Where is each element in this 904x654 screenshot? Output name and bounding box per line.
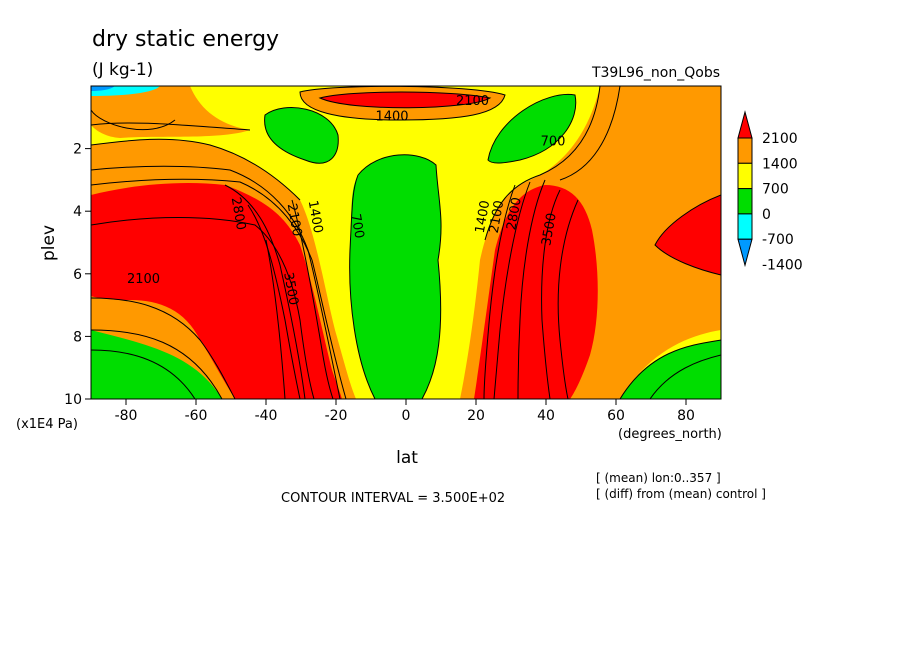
y-tick-label: 2: [73, 142, 82, 158]
band-red-right: [474, 185, 598, 399]
y-axis-label: plev: [39, 225, 59, 261]
band-blue: [91, 86, 115, 91]
contour-label: 700: [541, 134, 566, 149]
band-red-right-edge: [655, 195, 721, 275]
contour-label: 1400: [375, 109, 408, 124]
contour-label: 2100: [284, 202, 305, 237]
y-tick-label: 6: [73, 267, 82, 283]
colorbar-label: 0: [762, 207, 771, 223]
band-red-left: [91, 183, 342, 399]
colorbar-swatch: [737, 137, 753, 164]
colorbar-label: 2100: [762, 131, 798, 147]
x-tick-label: 40: [537, 408, 555, 424]
colorbar-label: -700: [762, 232, 794, 248]
x-tick-label: -60: [185, 408, 208, 424]
colorbar-swatch: [737, 213, 753, 240]
contour-label: 1400: [305, 199, 326, 234]
colorbar-top-arrow: [737, 110, 753, 139]
x-tick-label: 20: [467, 408, 485, 424]
x-axis-ticks: -80 -60 -40 -20 0 20 40 60 80: [115, 399, 695, 424]
contour-label: 700: [347, 213, 366, 240]
contour-interval-text: CONTOUR INTERVAL = 3.500E+02: [281, 491, 505, 506]
colorbar-label: -1400: [762, 258, 803, 274]
y-tick-label: 10: [64, 392, 82, 408]
contour-lines: [91, 86, 721, 399]
colorbar-label: 1400: [762, 156, 798, 172]
colorbar-swatch: [737, 188, 753, 215]
contour-label: 2800: [228, 196, 249, 231]
colorbar: 2100 1400 700 0 -700 -1400: [737, 110, 803, 274]
note-diff-control: [ (diff) from (mean) control ]: [596, 487, 766, 501]
contour-label: 2100: [127, 272, 160, 287]
colorbar-bottom-arrow: [737, 238, 753, 268]
band-red-top: [320, 92, 490, 108]
run-label: T39L96_non_Qobs: [591, 65, 720, 81]
contour-label: 3500: [280, 271, 301, 306]
x-tick-label: 60: [607, 408, 625, 424]
colorbar-swatch: [737, 162, 753, 190]
x-units-label: (degrees_north): [618, 427, 722, 442]
contour-label: 3500: [539, 212, 560, 247]
x-tick-label: 0: [402, 408, 411, 424]
colorbar-label: 700: [762, 182, 789, 198]
y-tick-label: 8: [73, 329, 82, 345]
contour-label: 2100: [487, 199, 508, 234]
contour-label: 2800: [504, 196, 525, 231]
x-tick-label: 80: [677, 408, 695, 424]
x-tick-label: -40: [255, 408, 278, 424]
units-label: (J kg-1): [92, 60, 153, 80]
y-units-label: (x1E4 Pa): [16, 417, 78, 432]
x-tick-label: -20: [325, 408, 348, 424]
contour-label: 2100: [456, 94, 489, 109]
chart-title: dry static energy: [92, 27, 279, 52]
note-mean-lon: [ (mean) lon:0..357 ]: [596, 471, 721, 485]
y-tick-label: 4: [73, 204, 82, 220]
x-axis-label: lat: [396, 448, 418, 468]
x-tick-label: -80: [115, 408, 138, 424]
band-orange-top-left: [91, 86, 250, 138]
contour-label: 1400: [473, 199, 494, 234]
y-axis-ticks: 2 4 6 8 10: [64, 142, 91, 408]
